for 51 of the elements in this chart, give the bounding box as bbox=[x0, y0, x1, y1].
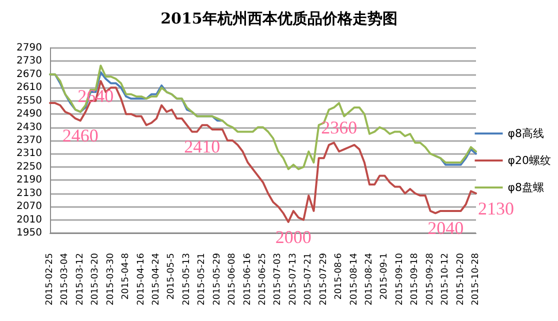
legend-label: φ20螺纹 bbox=[508, 154, 552, 167]
y-tick-label: 2010 bbox=[16, 214, 42, 226]
x-tick-label: 2015-04-16 bbox=[136, 252, 146, 306]
x-tick-label: 2015-10-12 bbox=[440, 253, 451, 306]
y-tick-label: 2370 bbox=[16, 135, 42, 146]
x-tick-label: 2015-08-14 bbox=[349, 252, 360, 306]
y-tick-label: 2250 bbox=[16, 161, 42, 172]
chart-title: 2015年杭州西本优质品价格走势图 bbox=[160, 10, 398, 28]
x-tick-label: 2015-10-28 bbox=[471, 252, 481, 306]
x-tick-label: 2015-05-13 bbox=[182, 253, 192, 306]
x-tick-label: 2015-09-10 bbox=[394, 252, 405, 306]
x-tick-label: 2015-10-20 bbox=[456, 252, 466, 306]
x-tick-label: 2015-09-1 bbox=[380, 253, 390, 300]
x-tick-label: 2015-07-21 bbox=[304, 253, 314, 306]
y-tick-label: 2730 bbox=[16, 56, 42, 67]
y-tick-label: 2550 bbox=[16, 95, 42, 106]
x-tick-label: 2015-08-24 bbox=[364, 252, 374, 306]
x-tick-label: 2015-04-8 bbox=[121, 252, 132, 300]
y-tick-label: 2670 bbox=[16, 68, 42, 80]
x-tick-label: 2015-03-04 bbox=[60, 252, 70, 306]
y-tick-label: 2070 bbox=[16, 201, 42, 212]
x-tick-label: 2015-08-6 bbox=[334, 252, 344, 300]
x-tick-label: 2015-03-20 bbox=[90, 252, 101, 306]
x-tick-label: 2015-09-28 bbox=[425, 252, 436, 306]
x-tick-label: 2015-06-25 bbox=[258, 253, 268, 306]
y-tick-label: 2790 bbox=[16, 42, 42, 54]
x-tick-label: 2015-06-16 bbox=[242, 252, 253, 306]
y-tick-label: 2610 bbox=[16, 82, 42, 94]
y-tick-label: 2190 bbox=[16, 174, 42, 186]
y-tick-label: 2490 bbox=[16, 108, 42, 120]
x-tick-label: 2015-02-25 bbox=[45, 253, 55, 306]
x-tick-label: 2015-09-18 bbox=[410, 252, 420, 306]
x-tick-label: 2015-05-21 bbox=[197, 253, 208, 306]
y-tick-label: 2130 bbox=[16, 188, 42, 199]
y-tick-label: 2310 bbox=[16, 148, 42, 160]
x-tick-label: 2015-03-12 bbox=[75, 253, 86, 306]
x-tick-label: 2015-05-29 bbox=[212, 252, 222, 306]
x-tick-label: 2015-06-08 bbox=[228, 252, 238, 306]
x-tick-label: 2015-05-5 bbox=[166, 253, 177, 300]
y-tick-label: 2430 bbox=[16, 122, 42, 133]
annotation: 2410 bbox=[184, 136, 220, 157]
y-tick-label: 1950 bbox=[16, 228, 42, 238]
legend-label: φ8高线 bbox=[508, 127, 544, 140]
line-series bbox=[49, 80, 477, 223]
x-tick-label: 2015-07-29 bbox=[318, 252, 329, 306]
legend-label: φ8盘螺 bbox=[508, 181, 544, 194]
x-tick-label: 2015-04-24 bbox=[152, 252, 162, 306]
annotation: 2130 bbox=[478, 198, 514, 218]
x-tick-label: 2015-07-03 bbox=[273, 253, 284, 306]
x-tick-label: 2015-07-13 bbox=[288, 253, 298, 306]
x-tick-label: 2015-03-30 bbox=[106, 252, 116, 306]
